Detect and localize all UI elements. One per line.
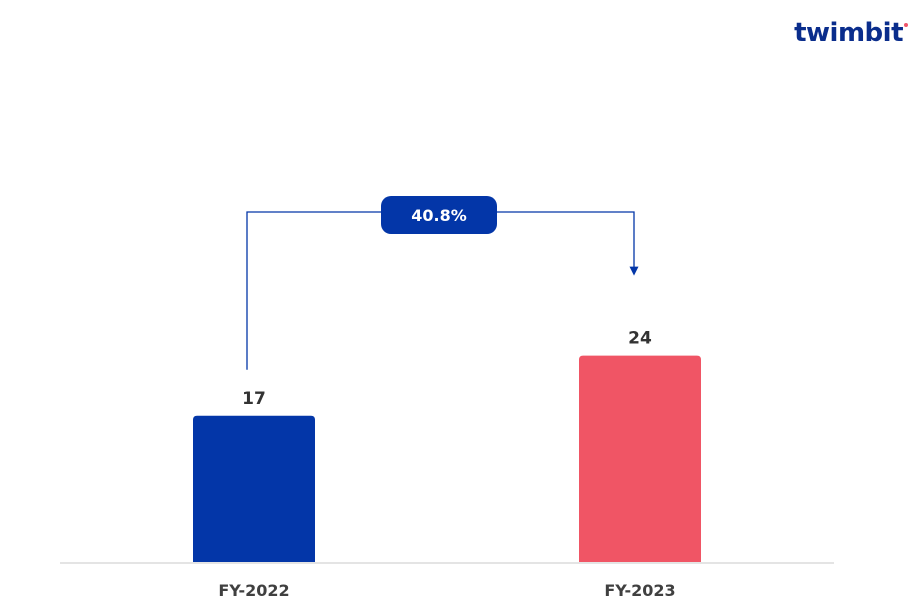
data-label-fy-2022: 17 — [242, 389, 266, 409]
bar-fy-2022 — [193, 415, 315, 562]
logo-text: twimbit — [794, 18, 903, 48]
growth-badge — [381, 196, 497, 234]
growth-badge-label: 40.8% — [411, 206, 467, 225]
x-tick-label-fy-2022: FY-2022 — [218, 581, 289, 600]
connector-line — [246, 211, 635, 370]
x-tick-label-fy-2023: FY-2023 — [604, 581, 675, 600]
data-label-fy-2023: 24 — [628, 329, 652, 349]
bar-fy-2023 — [579, 355, 701, 562]
twimbit-logo: twimbit — [794, 20, 908, 46]
logo-dot — [904, 23, 908, 27]
growth-connector: 40.8% — [246, 196, 639, 370]
connector-arrowhead — [629, 266, 639, 276]
bars-group: 17 FY-2022 24 FY-2023 — [193, 329, 701, 600]
